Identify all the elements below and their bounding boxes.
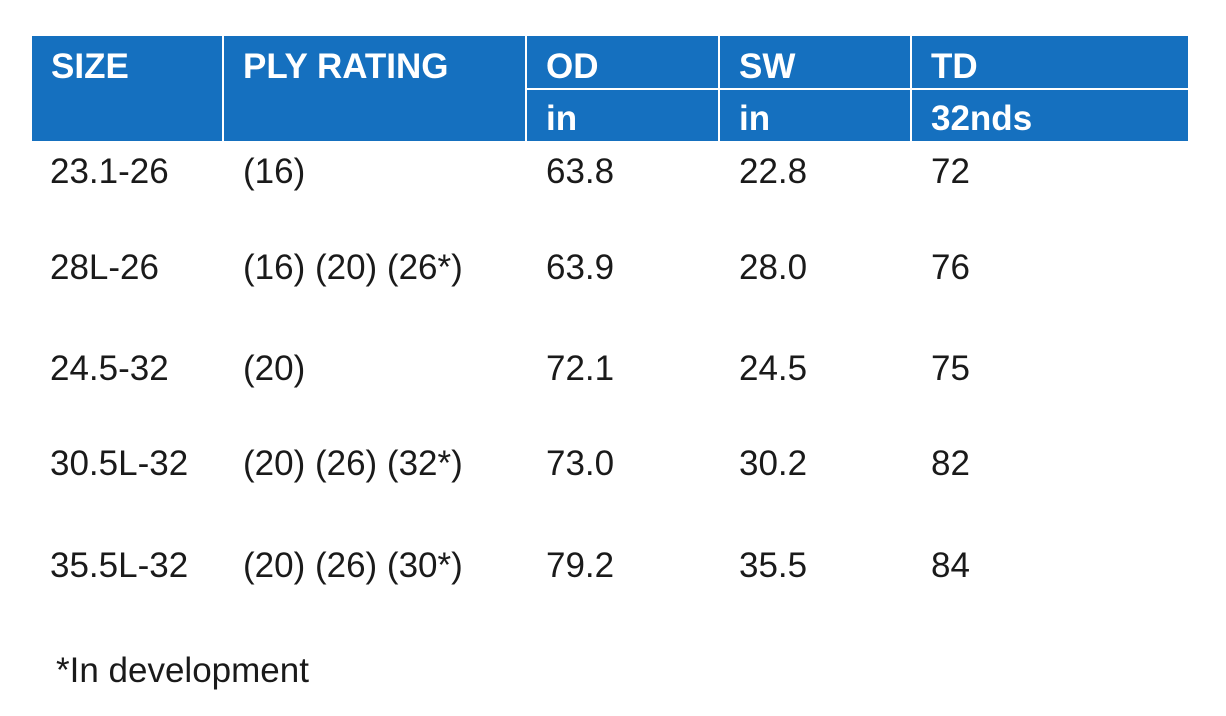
cell-od: 72.1: [546, 349, 615, 388]
cell-sw: 22.8: [739, 152, 808, 191]
cell-ply-rating: (20) (26) (30*): [243, 546, 463, 585]
cell-td: 84: [931, 546, 970, 585]
cell-size: 30.5L-32: [50, 444, 189, 483]
cell-od: 79.2: [546, 546, 615, 585]
column-unit-od: in: [527, 90, 718, 141]
cell-ply-rating: (16): [243, 152, 306, 191]
column-unit-sw: in: [720, 90, 910, 141]
cell-sw: 30.2: [739, 444, 808, 483]
cell-ply-rating: (20): [243, 349, 306, 388]
cell-ply-rating: (20) (26) (32*): [243, 444, 463, 483]
cell-size: 35.5L-32: [50, 546, 189, 585]
cell-od: 63.8: [546, 152, 615, 191]
column-unit-od-label: in: [546, 99, 578, 138]
column-header-td: TD: [912, 36, 1188, 88]
cell-od: 63.9: [546, 248, 615, 287]
cell-size: 23.1-26: [50, 152, 169, 191]
cell-ply-rating: (16) (20) (26*): [243, 248, 463, 287]
column-header-ply-rating: PLY RATING: [224, 36, 525, 141]
column-header-ply-rating-label: PLY RATING: [243, 47, 449, 86]
column-header-od: OD: [527, 36, 718, 88]
cell-od: 73.0: [546, 444, 615, 483]
footnote: *In development: [56, 651, 309, 690]
column-header-size-label: SIZE: [51, 47, 129, 86]
column-header-td-label: TD: [931, 47, 978, 86]
column-unit-td-label: 32nds: [931, 99, 1033, 138]
cell-sw: 28.0: [739, 248, 808, 287]
column-unit-sw-label: in: [739, 99, 771, 138]
cell-td: 72: [931, 152, 970, 191]
column-header-sw: SW: [720, 36, 910, 88]
cell-size: 24.5-32: [50, 349, 169, 388]
cell-td: 76: [931, 248, 970, 287]
cell-td: 82: [931, 444, 970, 483]
cell-sw: 35.5: [739, 546, 808, 585]
column-header-od-label: OD: [546, 47, 599, 86]
cell-size: 28L-26: [50, 248, 159, 287]
column-header-sw-label: SW: [739, 47, 796, 86]
cell-td: 75: [931, 349, 970, 388]
cell-sw: 24.5: [739, 349, 808, 388]
column-unit-td: 32nds: [912, 90, 1188, 141]
column-header-size: SIZE: [32, 36, 222, 141]
